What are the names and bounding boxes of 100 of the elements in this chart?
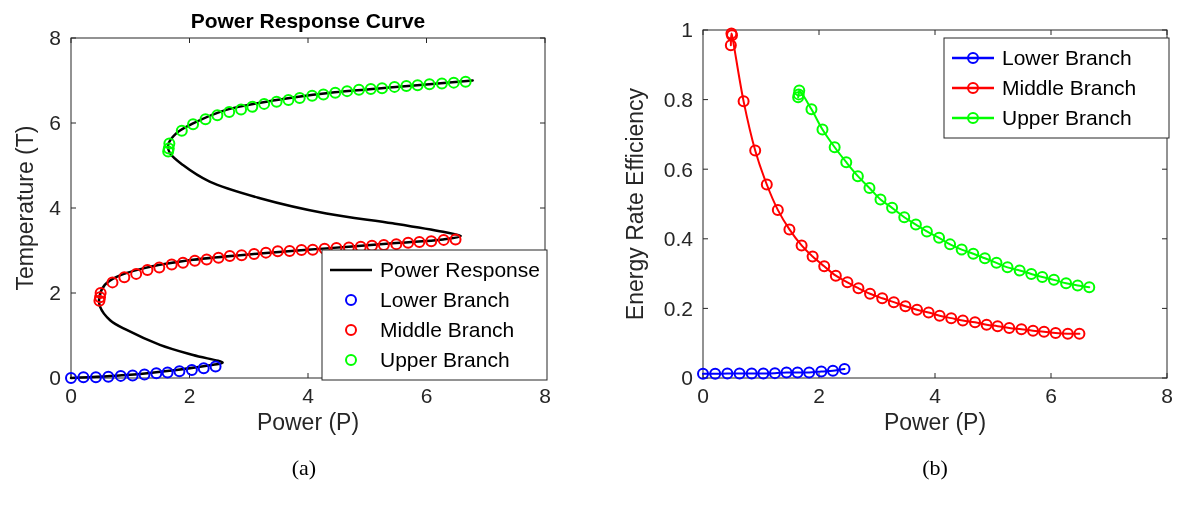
point — [141, 264, 154, 277]
point — [248, 247, 261, 260]
point — [1049, 327, 1062, 340]
x-axis-title: Power (P) — [883, 409, 987, 435]
point — [1027, 324, 1040, 337]
point — [876, 292, 889, 305]
point — [733, 367, 746, 380]
point — [364, 83, 377, 95]
point — [768, 367, 781, 380]
x-tick-label: 4 — [302, 384, 315, 407]
point — [826, 364, 839, 377]
point — [258, 97, 271, 110]
point — [293, 91, 306, 104]
point — [945, 312, 958, 325]
legend-label: Middle Branch — [380, 318, 515, 342]
point — [803, 366, 816, 379]
point — [886, 201, 899, 214]
point — [306, 243, 319, 256]
point — [400, 80, 413, 93]
point — [423, 78, 436, 91]
point — [863, 181, 876, 194]
chart-title: Power Response Curve — [190, 9, 426, 32]
point — [89, 371, 102, 384]
point — [838, 362, 851, 375]
x-tick-label: 2 — [183, 384, 196, 407]
legend-label: Lower Branch — [380, 288, 510, 312]
point — [165, 258, 178, 271]
point — [991, 320, 1004, 333]
point — [697, 367, 709, 380]
point — [102, 370, 115, 383]
y-tick-label: 0 — [49, 366, 61, 390]
point — [721, 367, 734, 380]
point — [840, 156, 853, 169]
point — [990, 256, 1003, 269]
point — [425, 235, 438, 248]
point — [967, 247, 980, 260]
point — [199, 113, 212, 126]
point — [235, 249, 248, 262]
point — [783, 223, 796, 236]
point — [980, 318, 993, 331]
point — [771, 203, 784, 216]
point — [760, 178, 773, 191]
y-axis-title: Energy Rate Efficiency — [622, 87, 648, 321]
x-tick-label: 0 — [65, 384, 77, 407]
y-tick-label: 0.8 — [663, 87, 693, 111]
point — [376, 82, 389, 95]
point — [200, 253, 213, 266]
point — [114, 369, 127, 382]
point — [390, 238, 403, 251]
point — [969, 316, 982, 329]
y-axis-title: Temperature (T) — [12, 125, 38, 291]
text: (a) — [291, 455, 317, 480]
x-tick-label: 6 — [1045, 384, 1057, 407]
point — [911, 303, 924, 316]
y-tick-label: 0 — [681, 366, 693, 390]
point — [176, 256, 189, 269]
point — [150, 367, 163, 380]
point — [271, 245, 284, 258]
point — [864, 287, 877, 300]
point — [841, 276, 854, 289]
point — [175, 124, 188, 137]
point — [1083, 281, 1096, 294]
point — [749, 144, 762, 157]
point — [757, 367, 770, 380]
point — [388, 80, 401, 93]
point — [815, 365, 828, 378]
y-tick-label: 1 — [681, 18, 693, 42]
point — [402, 236, 415, 249]
y-tick-label: 6 — [49, 111, 61, 135]
x-tick-label: 0 — [697, 384, 709, 407]
point — [1015, 323, 1028, 336]
point — [259, 246, 272, 259]
point — [377, 238, 390, 251]
point — [956, 314, 969, 327]
point — [223, 105, 236, 118]
point — [270, 95, 283, 108]
point — [898, 211, 911, 224]
point — [94, 287, 107, 299]
point — [223, 250, 236, 263]
point — [944, 238, 957, 251]
point — [829, 269, 842, 282]
point — [306, 89, 319, 102]
point — [874, 193, 887, 206]
point — [153, 261, 166, 274]
point — [449, 233, 462, 246]
y-tick-label: 0.6 — [663, 157, 693, 181]
point — [828, 141, 841, 154]
point — [780, 366, 793, 379]
x-tick-label: 2 — [813, 384, 825, 407]
point — [1073, 327, 1086, 340]
legend-label: Upper Branch — [1002, 106, 1132, 130]
point — [1036, 271, 1049, 284]
point — [317, 88, 330, 101]
point — [188, 254, 201, 267]
point — [65, 372, 77, 384]
point — [209, 360, 222, 373]
y-tick-label: 0.2 — [663, 296, 693, 320]
point — [329, 86, 342, 99]
point — [411, 79, 424, 92]
point — [185, 363, 198, 376]
